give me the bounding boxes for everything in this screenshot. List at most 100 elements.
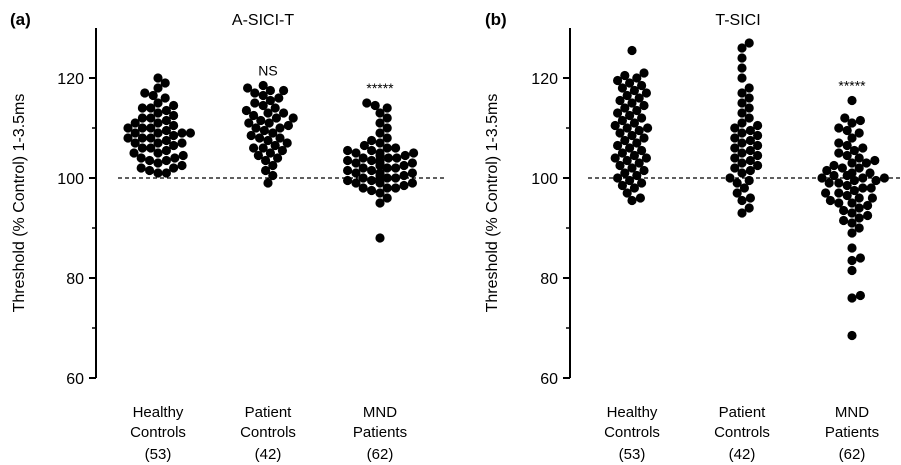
data-point bbox=[737, 88, 747, 98]
data-point bbox=[744, 38, 754, 48]
data-point bbox=[160, 93, 170, 103]
data-point bbox=[277, 145, 287, 156]
data-point bbox=[847, 198, 857, 208]
data-point bbox=[639, 100, 649, 111]
data-point bbox=[858, 173, 868, 183]
data-point bbox=[737, 168, 747, 178]
data-point bbox=[382, 163, 392, 173]
data-point bbox=[634, 125, 644, 136]
data-point bbox=[629, 85, 640, 96]
data-point bbox=[643, 123, 653, 133]
data-point bbox=[123, 133, 133, 143]
data-point bbox=[842, 190, 852, 201]
data-point bbox=[153, 158, 163, 168]
data-point bbox=[146, 133, 156, 143]
data-point bbox=[375, 198, 385, 208]
data-point bbox=[382, 173, 392, 183]
data-point bbox=[834, 123, 844, 133]
category-label-line2: Patients bbox=[353, 424, 407, 441]
data-point bbox=[849, 145, 860, 156]
data-point bbox=[737, 53, 747, 63]
data-point bbox=[146, 113, 156, 123]
y-tick-label: 120 bbox=[57, 71, 84, 88]
data-point bbox=[744, 103, 754, 113]
data-point bbox=[834, 178, 844, 188]
data-point bbox=[367, 155, 377, 166]
data-point bbox=[617, 115, 628, 126]
data-point bbox=[343, 175, 353, 186]
data-point bbox=[632, 105, 642, 116]
data-point bbox=[632, 138, 642, 148]
data-point bbox=[627, 195, 637, 206]
data-point bbox=[382, 103, 392, 113]
data-point bbox=[745, 155, 756, 166]
data-point bbox=[271, 113, 281, 123]
data-point bbox=[629, 183, 640, 193]
data-point bbox=[153, 168, 163, 178]
data-point bbox=[409, 148, 419, 158]
category-label-line1: Healthy bbox=[607, 404, 658, 421]
chart-title: T-SICI bbox=[715, 12, 760, 29]
data-point bbox=[622, 155, 632, 166]
data-point bbox=[129, 148, 139, 158]
data-point bbox=[399, 180, 409, 191]
data-point bbox=[847, 118, 857, 128]
significance-annotation: NS bbox=[258, 63, 277, 79]
data-point bbox=[615, 95, 625, 106]
significance-annotation: ***** bbox=[366, 80, 394, 96]
data-point bbox=[825, 195, 836, 206]
data-point bbox=[837, 163, 848, 173]
data-point bbox=[382, 113, 392, 123]
data-point bbox=[625, 175, 635, 186]
data-point bbox=[855, 290, 866, 301]
data-point bbox=[367, 165, 377, 176]
data-point bbox=[737, 128, 747, 138]
data-point bbox=[854, 163, 864, 173]
data-point bbox=[391, 183, 401, 193]
data-point bbox=[842, 180, 852, 191]
data-point bbox=[817, 173, 827, 183]
data-point bbox=[382, 143, 392, 153]
data-point bbox=[834, 188, 844, 198]
data-point bbox=[847, 265, 857, 276]
data-point bbox=[137, 133, 147, 143]
data-point bbox=[400, 150, 410, 161]
data-point bbox=[367, 185, 377, 196]
data-point bbox=[268, 160, 278, 171]
data-point bbox=[854, 153, 864, 163]
data-point bbox=[391, 143, 401, 153]
y-tick-label: 60 bbox=[540, 371, 558, 388]
category-label-line1: Healthy bbox=[133, 404, 184, 421]
data-point bbox=[839, 205, 849, 216]
data-point bbox=[615, 160, 625, 171]
data-point bbox=[635, 193, 646, 203]
category-label-line1: Patient bbox=[245, 404, 293, 421]
data-point bbox=[250, 88, 260, 98]
data-point bbox=[744, 203, 754, 213]
data-point bbox=[241, 105, 251, 116]
data-point bbox=[745, 145, 756, 156]
data-point bbox=[161, 145, 171, 156]
data-point bbox=[153, 83, 163, 93]
data-point bbox=[169, 130, 179, 141]
data-point bbox=[391, 173, 401, 183]
data-point bbox=[358, 173, 368, 183]
data-point bbox=[375, 118, 385, 128]
data-point bbox=[358, 163, 368, 173]
data-point bbox=[177, 138, 187, 148]
data-point bbox=[153, 148, 163, 158]
data-point bbox=[256, 115, 266, 126]
data-point bbox=[622, 90, 632, 101]
data-point bbox=[753, 140, 763, 151]
category-label-line2: Patients bbox=[825, 424, 879, 441]
data-point bbox=[136, 153, 146, 163]
data-point bbox=[854, 223, 864, 233]
data-point bbox=[263, 178, 273, 188]
data-point bbox=[625, 143, 635, 153]
data-point bbox=[148, 90, 158, 101]
data-point bbox=[730, 133, 740, 143]
data-point bbox=[153, 98, 163, 108]
data-point bbox=[153, 118, 163, 128]
data-point bbox=[367, 145, 377, 156]
category-label-line2: Controls bbox=[714, 424, 770, 441]
